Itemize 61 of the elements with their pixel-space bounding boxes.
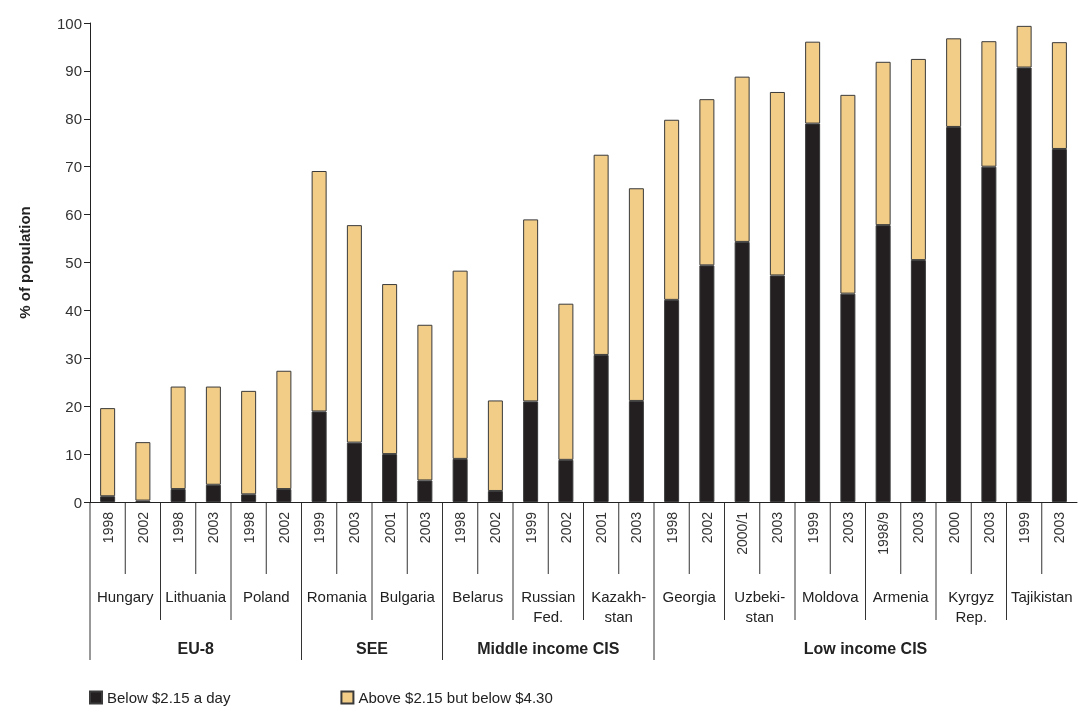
text: Romania — [306, 587, 368, 605]
text: Lithuania — [165, 587, 227, 605]
text: Armenia — [872, 587, 930, 605]
x-tick-label: 2003 — [1051, 511, 1068, 544]
x-tick-label: 1998 — [99, 511, 116, 544]
text: Bulgaria — [379, 587, 436, 605]
text: Poland — [242, 587, 290, 605]
x-tick-label: 2002 — [487, 511, 504, 544]
text: Hungary — [96, 587, 155, 605]
x-tick-label: 1998/9 — [875, 511, 892, 555]
text: Belarus — [452, 587, 504, 605]
x-tick-label: 1998 — [452, 511, 469, 544]
x-tick-label: 2003 — [205, 511, 222, 544]
text: Tajikistan — [1010, 587, 1073, 605]
x-tick-label: 2003 — [980, 511, 997, 544]
y-tick-label: 80 — [65, 110, 82, 128]
y-tick-label: 50 — [65, 254, 82, 271]
y-tick-label: 30 — [65, 349, 82, 367]
y-tick-label: 40 — [65, 301, 82, 319]
x-tick-label: 1999 — [804, 511, 821, 544]
x-tick-label: 2001 — [381, 511, 398, 544]
y-axis-title: % of population — [16, 206, 33, 319]
x-tick-label: 2002 — [557, 511, 574, 544]
x-tick-label: 2002 — [275, 511, 292, 544]
x-tick-label: 1998 — [240, 511, 257, 544]
x-tick-label: 2003 — [628, 511, 645, 544]
y-tick-label: 10 — [65, 445, 82, 463]
text: Uzbeki- stan — [734, 587, 786, 625]
x-tick-label: 2002 — [134, 511, 151, 544]
y-tick-label: 20 — [65, 397, 82, 415]
x-tick-label: 2003 — [346, 511, 363, 544]
text: Middle income CIS — [477, 639, 620, 657]
text: Low income CIS — [803, 639, 928, 657]
x-tick-label: 1998 — [663, 511, 680, 544]
y-tick-label: 100 — [56, 14, 82, 32]
text: Kazakh- stan — [591, 587, 647, 625]
y-tick-label: 70 — [65, 158, 82, 176]
text: Kyrgyz Rep. — [948, 587, 995, 625]
text: Georgia — [662, 587, 717, 605]
legend-label: Below $2.15 a day — [107, 689, 231, 706]
text: Moldova — [801, 587, 860, 605]
y-tick-label: 0 — [73, 493, 82, 511]
x-tick-label: 1998 — [170, 511, 187, 544]
legend-label: Above $2.15 but below $4.30 — [358, 689, 553, 706]
y-tick-label: 90 — [65, 62, 82, 80]
text: EU-8 — [177, 639, 215, 657]
text: SEE — [355, 639, 389, 657]
bar — [135, 442, 151, 501]
x-tick-label: 2003 — [839, 511, 856, 544]
x-tick-label: 1999 — [522, 511, 539, 544]
y-tick-label: 60 — [65, 206, 82, 224]
x-tick-label: 2000 — [945, 511, 962, 544]
x-tick-label: 2003 — [910, 511, 927, 544]
x-tick-label: 2002 — [698, 511, 715, 544]
text: Russian Fed. — [521, 587, 576, 625]
x-tick-label: 2000/1 — [734, 511, 751, 555]
x-tick-label: 2003 — [416, 511, 433, 544]
x-tick-label: 2001 — [593, 511, 610, 544]
x-tick-label: 1999 — [1016, 511, 1033, 544]
x-tick-label: 2003 — [769, 511, 786, 544]
x-tick-label: 1999 — [311, 511, 328, 544]
